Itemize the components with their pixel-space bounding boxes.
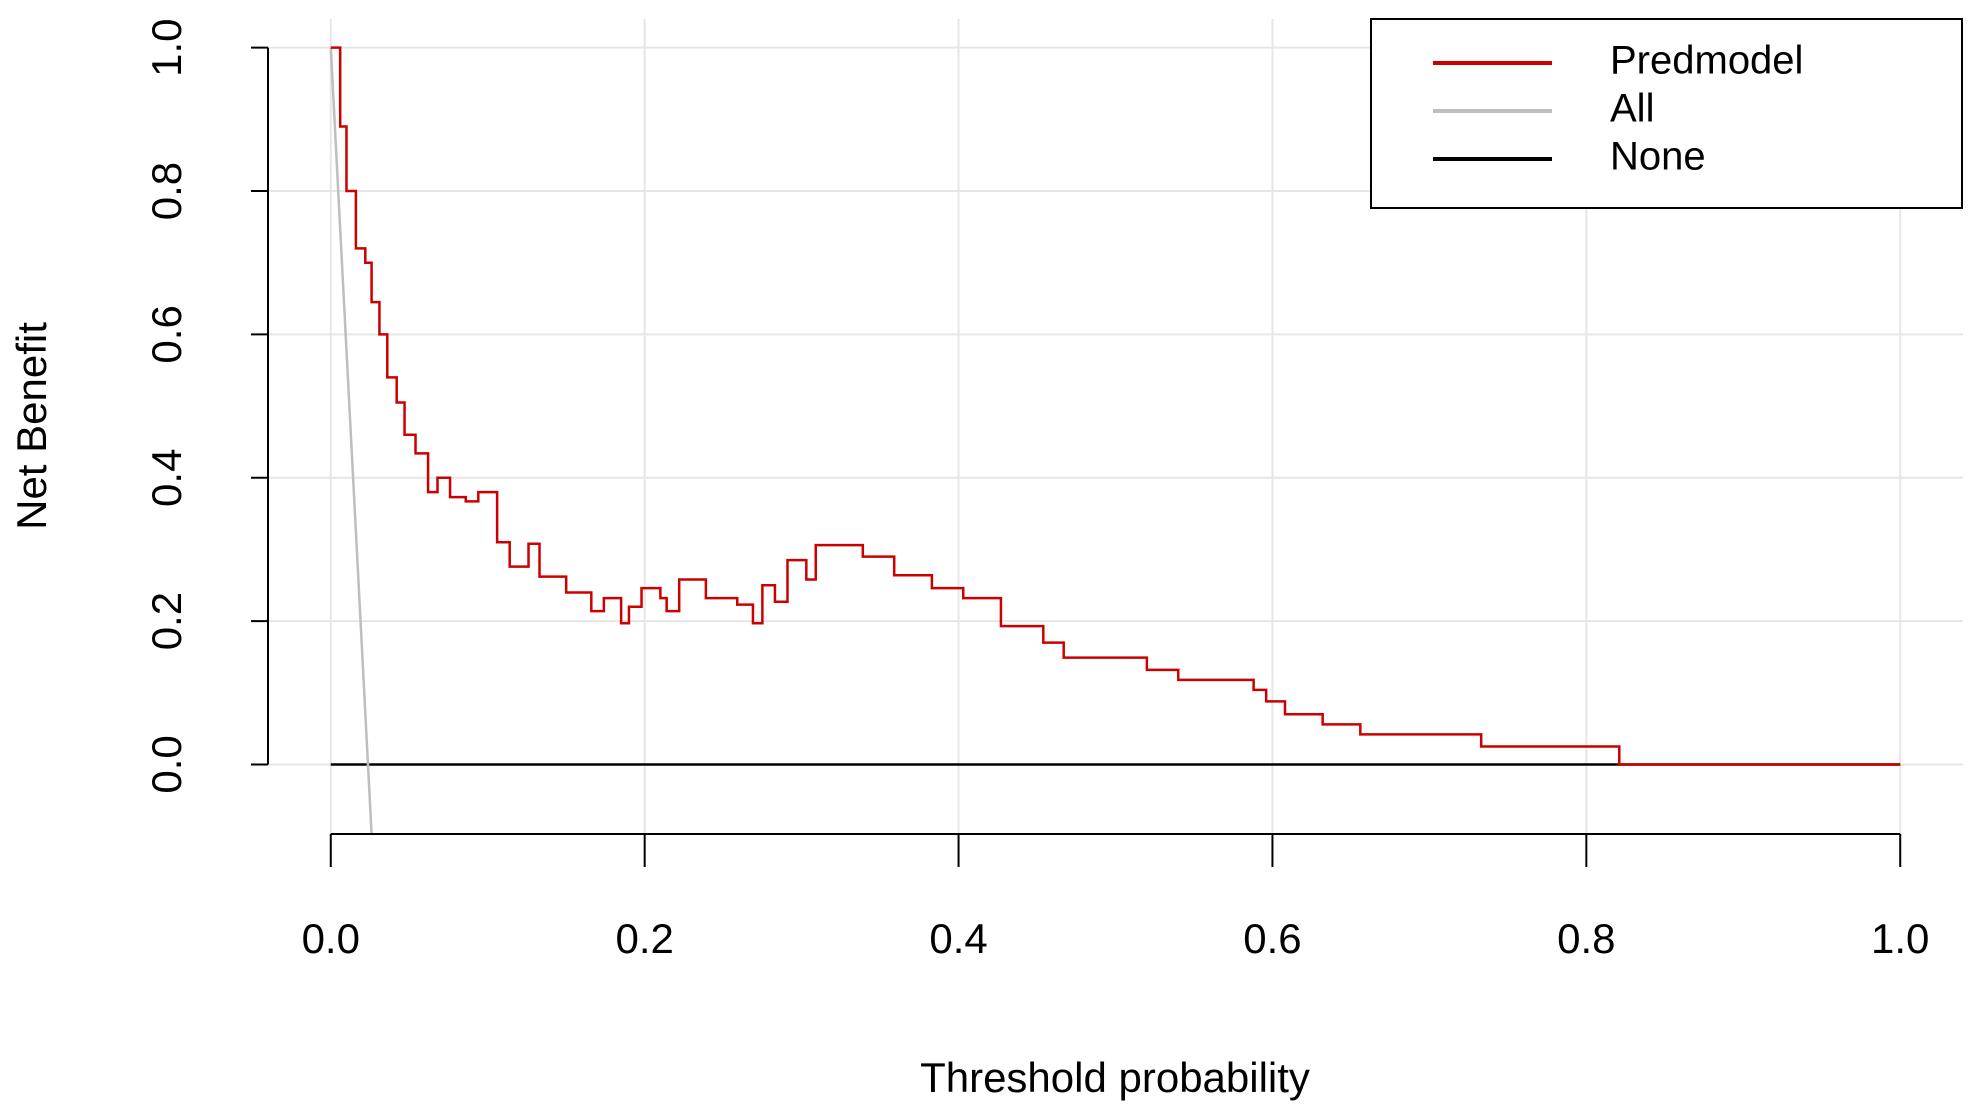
axes: 0.0 0.2 0.4 0.6 0.8 1.0 0.0 0.2 0.4 0.6 0.8 1.0 (143, 18, 1929, 962)
x-tick-label: 0.6 (1243, 915, 1301, 962)
x-tick-label: 1.0 (1871, 915, 1929, 962)
y-tick-label: 0.8 (143, 162, 190, 220)
series-line (329, 47, 373, 834)
x-tick-label: 0.0 (302, 915, 360, 962)
series-line (330, 46, 1901, 766)
legend-label: All (1610, 87, 1654, 131)
x-tick-label: 0.4 (929, 915, 987, 962)
y-tick-label: 0.0 (143, 735, 190, 793)
plot-area (329, 46, 1901, 834)
x-tick-label: 0.2 (615, 915, 673, 962)
legend-label: None (1610, 135, 1706, 179)
y-tick-label: 1.0 (143, 18, 190, 76)
legend-box (1370, 18, 1963, 209)
y-tick-label: 0.6 (143, 305, 190, 363)
x-tick-label: 0.8 (1557, 915, 1615, 962)
y-tick-label: 0.4 (143, 449, 190, 507)
x-axis-label: Threshold probability (920, 1054, 1310, 1101)
legend-label: Predmodel (1610, 39, 1803, 83)
y-axis-label: Net Benefit (8, 322, 55, 530)
y-tick-label: 0.2 (143, 592, 190, 650)
